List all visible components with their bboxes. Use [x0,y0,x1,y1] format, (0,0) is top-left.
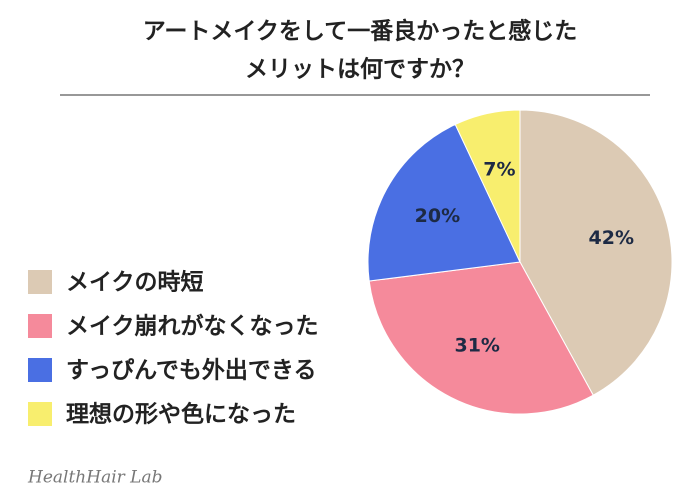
value-label: 20% [415,205,460,227]
legend-label: すっぴんでも外出できる [66,357,316,384]
legend-label: 理想の形や色になった [66,401,296,428]
chart-title: アートメイクをして一番良かったと感じた [143,18,577,45]
legend-swatch [28,314,52,338]
value-label: 31% [454,334,499,356]
legend-swatch [28,402,52,426]
pie-slice [367,123,521,282]
pie-slice [519,109,673,396]
pie-slice [454,109,521,263]
source: HealthHair Lab [27,468,162,488]
legend-label: メイク崩れがなくなった [66,313,319,340]
legend-label: メイクの時短 [66,269,204,296]
pie-slice [368,261,594,415]
legend-swatch [28,358,52,382]
value-label: 42% [589,227,634,249]
value-label: 7% [483,159,515,181]
chart-title: メリットは何ですか？ [245,57,475,83]
legend-swatch [28,270,52,294]
